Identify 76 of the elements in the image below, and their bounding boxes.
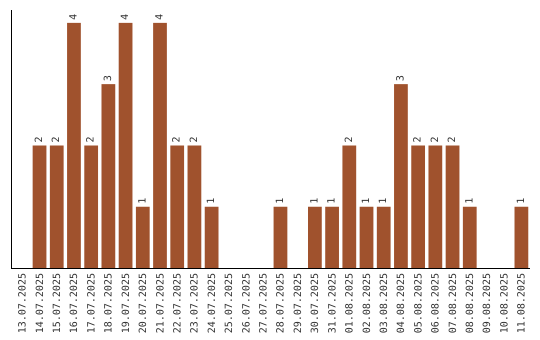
x-tick-label: 03.08.2025 [378, 273, 390, 334]
bar [153, 22, 167, 268]
bar [101, 84, 116, 268]
bar [136, 206, 150, 268]
x-tick-label: 09.08.2025 [482, 273, 494, 334]
bar [411, 145, 426, 268]
x-tick-label: 02.08.2025 [362, 273, 373, 334]
data-label: 1 [309, 198, 320, 204]
bar [50, 145, 64, 268]
bar [514, 206, 528, 268]
bar [32, 145, 46, 268]
bar [118, 22, 132, 268]
bar [188, 145, 202, 268]
data-label: 1 [516, 198, 527, 204]
x-tick-label: 21.07.2025 [155, 273, 166, 334]
data-label: 3 [102, 75, 114, 82]
data-label: 1 [464, 198, 476, 204]
x-tick-label: 04.08.2025 [396, 273, 408, 334]
data-label: 1 [378, 198, 390, 204]
x-tick-label: 20.07.2025 [138, 273, 150, 334]
data-label: 2 [344, 136, 355, 142]
x-tick-label: 15.07.2025 [52, 273, 63, 334]
bar [67, 22, 81, 268]
data-label: 4 [154, 14, 166, 20]
x-tick-label: 07.08.2025 [448, 273, 459, 334]
data-label: 2 [86, 136, 97, 142]
x-tick-label: 16.07.2025 [69, 273, 80, 334]
data-label: 2 [172, 136, 183, 142]
bar [325, 206, 339, 268]
x-tick-label: 24.07.2025 [206, 273, 218, 334]
bar [274, 206, 288, 268]
data-label: 4 [68, 14, 80, 20]
data-label: 3 [395, 75, 406, 82]
data-label: 2 [412, 136, 424, 142]
bar [446, 145, 460, 268]
x-tick-label: 28.07.2025 [276, 273, 287, 334]
x-tick-label: 31.07.2025 [327, 273, 338, 334]
data-label: 1 [361, 198, 372, 204]
data-label: 1 [274, 198, 286, 204]
x-tick-label: 23.07.2025 [190, 273, 201, 334]
bar [84, 145, 98, 268]
data-label: 1 [206, 198, 218, 204]
data-label: 2 [430, 136, 441, 142]
x-tick-label: 08.08.2025 [465, 273, 476, 334]
bar [170, 145, 184, 268]
data-label: 2 [34, 136, 46, 142]
bar [204, 206, 219, 268]
x-tick-label: 05.08.2025 [413, 273, 424, 334]
data-label: 2 [188, 136, 200, 142]
data-label: 2 [51, 136, 62, 142]
bar [462, 206, 477, 268]
bar [342, 145, 356, 268]
x-tick-label: 01.08.2025 [344, 273, 356, 334]
bar [394, 84, 408, 268]
data-label: 1 [326, 198, 338, 204]
x-tick-label: 10.08.2025 [499, 273, 510, 334]
x-tick-label: 29.07.2025 [292, 273, 304, 334]
bar [376, 206, 391, 268]
x-tick-label: 30.07.2025 [310, 273, 322, 334]
bar [360, 206, 374, 268]
x-tick-label: 25.07.2025 [224, 273, 236, 334]
x-tick-label: 22.07.2025 [172, 273, 184, 334]
x-tick-label: 06.08.2025 [430, 273, 442, 334]
data-label: 2 [447, 136, 458, 142]
data-label: 1 [137, 198, 148, 204]
x-tick-label: 11.08.2025 [516, 273, 528, 334]
x-tick-label: 14.07.2025 [34, 273, 46, 334]
x-tick-label: 26.07.2025 [241, 273, 252, 334]
x-tick-label: 13.07.2025 [18, 273, 29, 334]
x-tick-label: 19.07.2025 [120, 273, 132, 334]
bar [308, 206, 322, 268]
x-tick-label: 17.07.2025 [86, 273, 98, 334]
bar [428, 145, 442, 268]
data-label: 4 [120, 14, 132, 20]
x-tick-label: 18.07.2025 [104, 273, 115, 334]
x-tick-label: 27.07.2025 [258, 273, 270, 334]
